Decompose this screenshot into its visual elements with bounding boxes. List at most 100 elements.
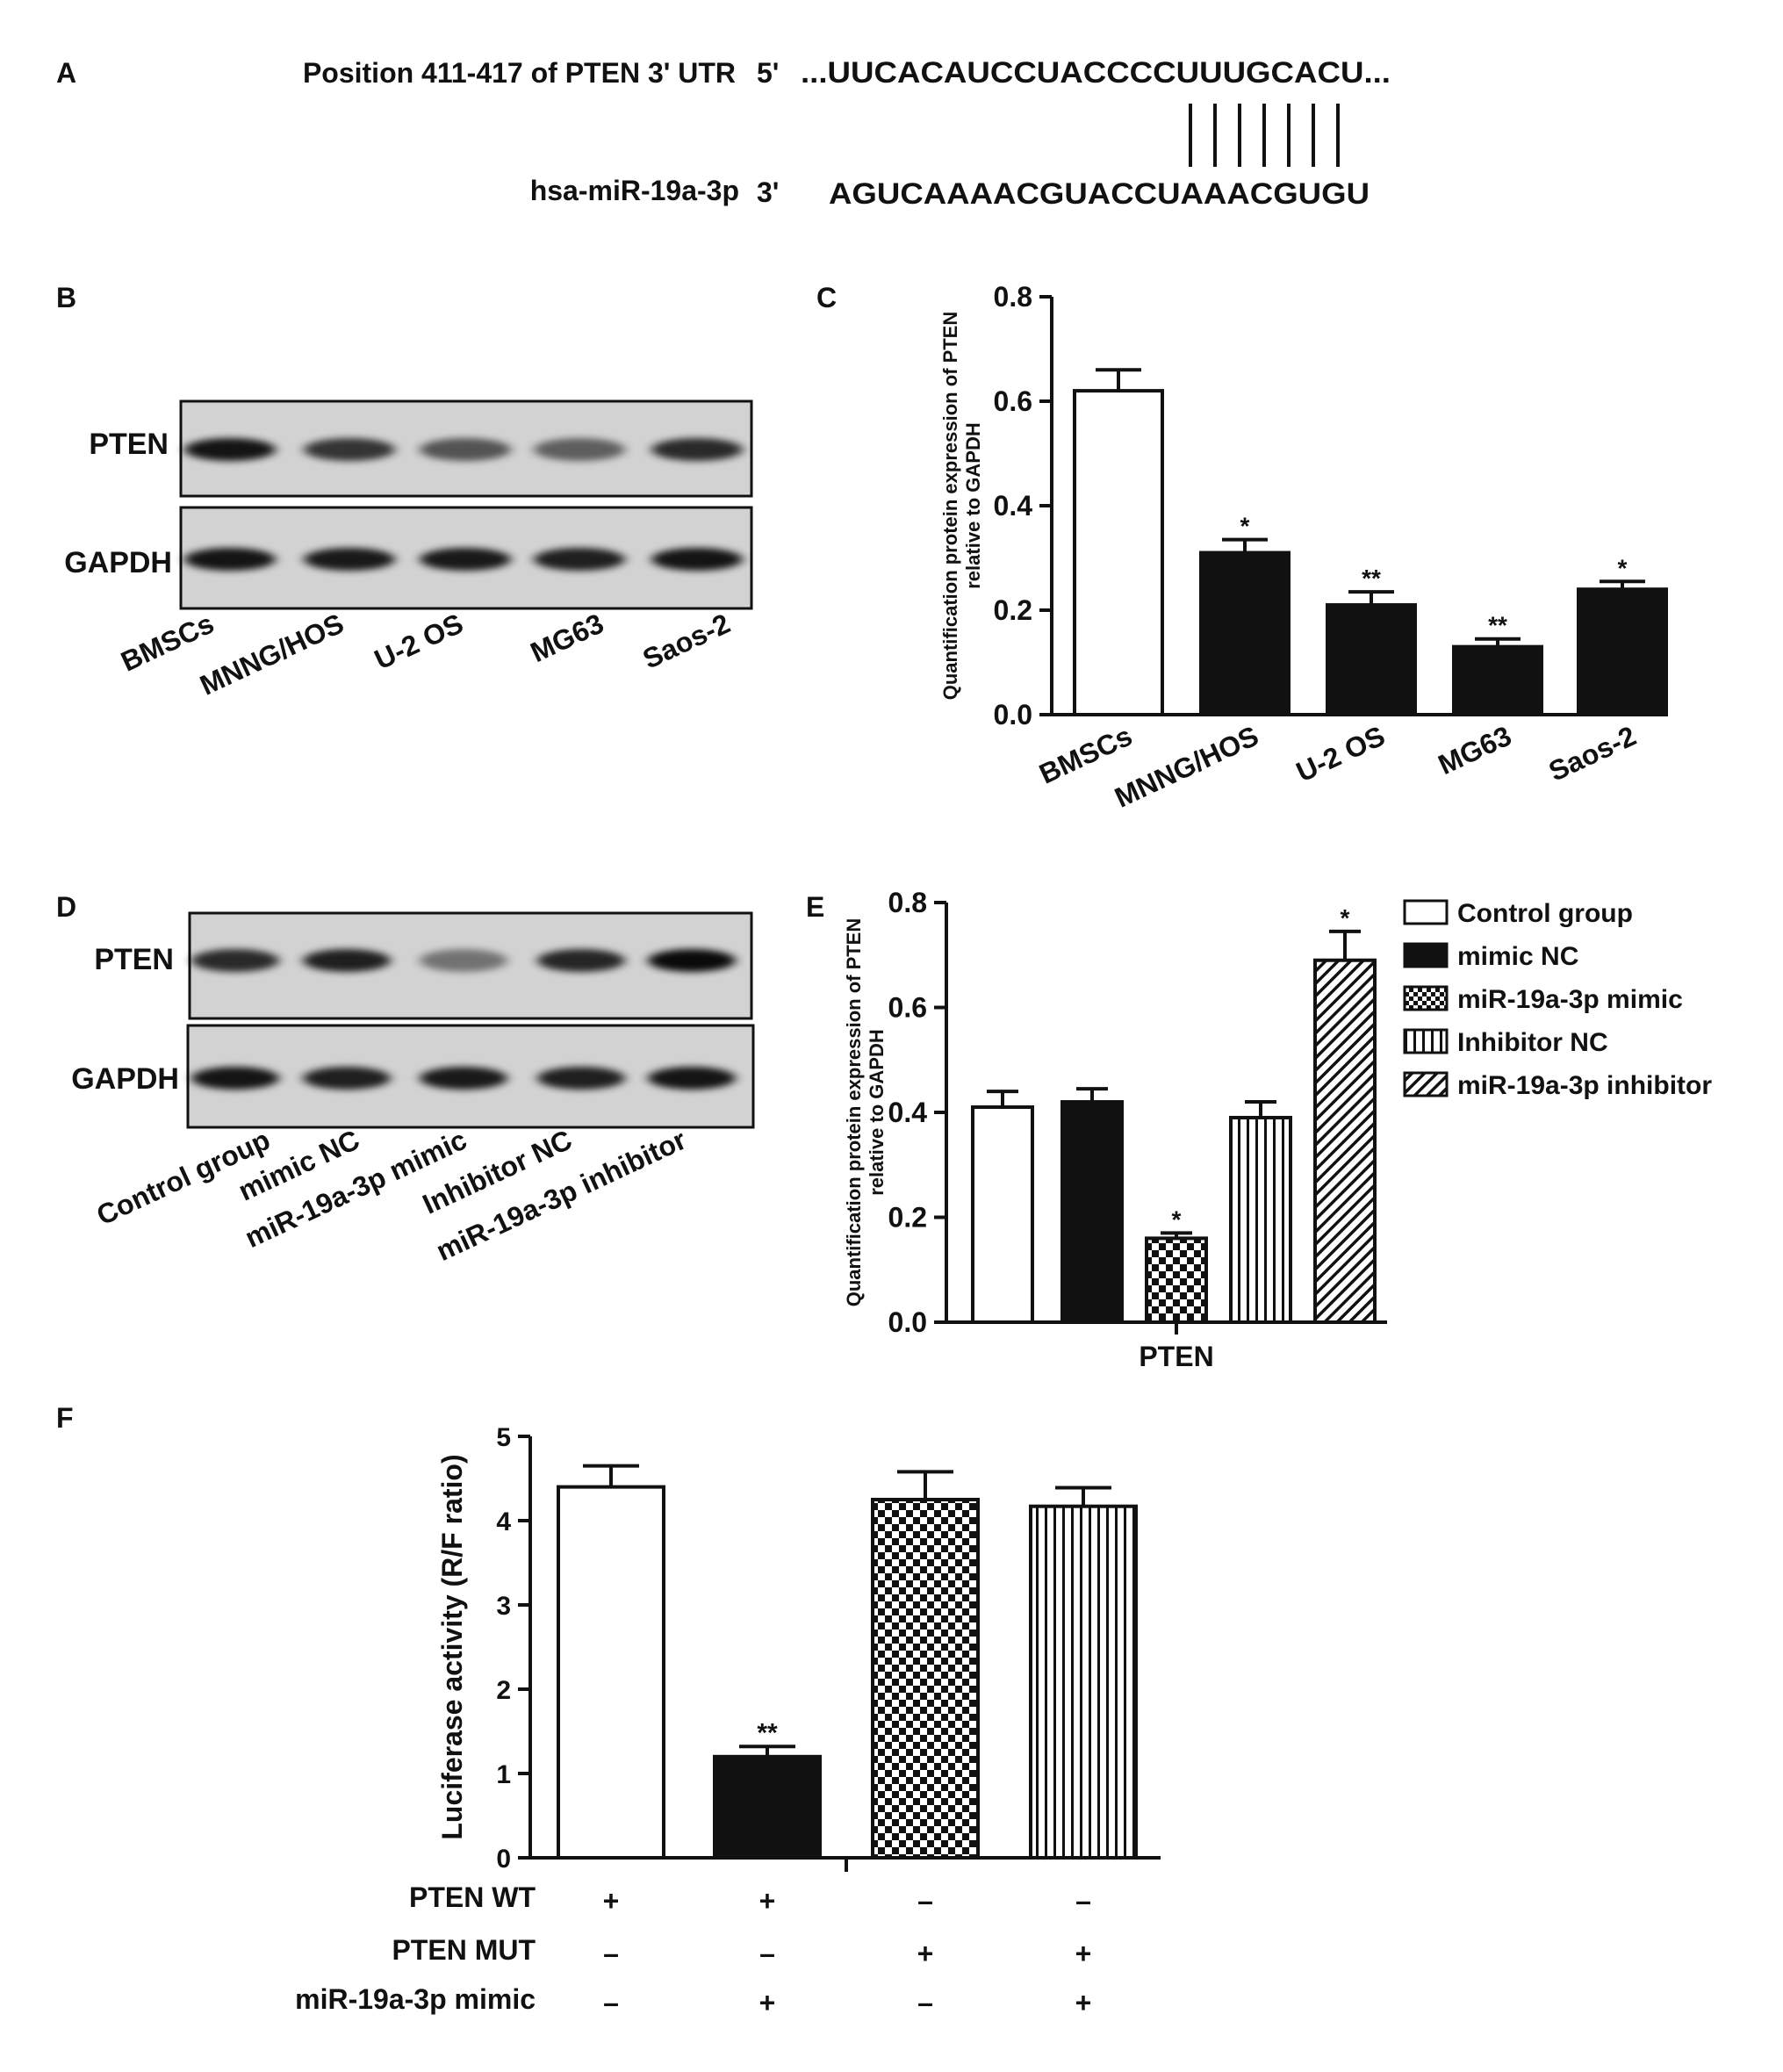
band-pten [184, 438, 276, 461]
blot-d-row-label-gapdh: GAPDH [71, 1062, 179, 1096]
blot-b-row-label-pten: PTEN [89, 428, 169, 461]
y-tick-label: 0.4 [994, 490, 1033, 522]
y-tick-label: 0.0 [888, 1306, 927, 1338]
utr-end: 5' [757, 57, 779, 89]
y-axis-label: relative to GAPDH [962, 422, 984, 589]
significance-label: * [1240, 513, 1250, 540]
y-axis-label: relative to GAPDH [866, 1029, 888, 1196]
condition-mark: + [759, 1885, 776, 1917]
y-tick-label: 5 [496, 1423, 511, 1452]
condition-mark: – [603, 1938, 619, 1969]
condition-mark: – [603, 1987, 619, 2018]
band-pten [304, 438, 395, 461]
x-tick-label: Saos-2 [1544, 720, 1641, 788]
blot-b-lane-label: MNNG/HOS [195, 608, 349, 701]
y-tick-label: 0.6 [888, 992, 927, 1024]
utr-label: Position 411-417 of PTEN 3' UTR [303, 57, 736, 89]
panel-letter-f: F [56, 1402, 74, 1434]
band-pten [534, 438, 625, 461]
blot-d-bands [191, 949, 736, 1090]
band-gapdh [648, 1067, 736, 1090]
mir-label: hsa-miR-19a-3p [530, 175, 739, 206]
panel-c: C 0.00.20.40.60.8******Quantification pr… [816, 281, 1668, 814]
x-tick-label: MNNG/HOS [1110, 720, 1263, 814]
band-gapdh [537, 1067, 625, 1090]
legend-label: Inhibitor NC [1457, 1028, 1608, 1057]
bar [1073, 389, 1164, 716]
blot-b-lane-labels: BMSCs MNNG/HOS U-2 OS MG63 Saos-2 [116, 608, 735, 701]
blot-b-lane-label: BMSCs [116, 608, 219, 678]
bar [1577, 587, 1668, 717]
band-gapdh [184, 548, 276, 571]
panel-letter-e: E [806, 891, 824, 923]
panel-letter-b: B [56, 282, 76, 313]
bar [713, 1754, 822, 1860]
band-pten [648, 949, 736, 972]
band-pten [537, 949, 625, 972]
blot-d-row-label-pten: PTEN [94, 943, 174, 976]
band-pten [191, 949, 279, 972]
chart-f: 0 1 2 3 4 5 ** Luciferase activity (R/F ratio) [436, 1423, 1161, 1874]
mir-sequence: AGUCAAAACGUACCUAAACGUGU [829, 177, 1370, 211]
bar [557, 1485, 665, 1860]
x-tick-label: U-2 OS [1291, 720, 1390, 788]
y-tick-label: 0.4 [888, 1097, 928, 1128]
y-tick-label: 0 [496, 1845, 511, 1874]
band-gapdh [420, 548, 511, 571]
y-tick-label: 0.8 [994, 281, 1032, 313]
condition-mark: + [759, 1987, 776, 2018]
x-axis-label: PTEN [1139, 1341, 1213, 1372]
mir-end: 3' [757, 176, 779, 208]
band-gapdh [651, 548, 743, 571]
significance-label: * [1618, 554, 1628, 581]
bar [1060, 1100, 1124, 1325]
bar [1326, 603, 1417, 716]
legend-label: miR-19a-3p mimic [1457, 985, 1683, 1014]
panel-e: E 0.0 0.2 0.4 0.6 0.8 * * Quantification protei… [806, 887, 1712, 1372]
panel-b: B PTEN GAPDH BMSCs MNNG/HOS U-2 OS MG63 … [56, 282, 753, 701]
legend-swatch [1403, 1071, 1449, 1097]
chart-c: 0.00.20.40.60.8******Quantification prot… [939, 281, 1668, 814]
bar [1145, 1236, 1208, 1325]
panel-f: F 0 1 2 3 4 5 ** Luciferase activity (R/F ratio… [56, 1402, 1161, 2018]
band-gapdh [420, 1067, 507, 1090]
bar [1452, 644, 1543, 717]
legend-swatch [1403, 1028, 1449, 1054]
condition-mark: – [917, 1885, 933, 1917]
significance-label: ** [1488, 612, 1507, 639]
panel-a: A Position 411-417 of PTEN 3' UTR 5' ...… [56, 56, 1391, 211]
significance-label: ** [757, 1718, 778, 1747]
band-gapdh [303, 1067, 391, 1090]
significance-label: * [1172, 1205, 1182, 1233]
y-tick-label: 2 [496, 1676, 511, 1705]
bar [1229, 1115, 1292, 1324]
band-gapdh [534, 548, 625, 571]
legend-swatch [1403, 942, 1449, 968]
condition-mark: + [1075, 1987, 1092, 2018]
legend-swatch [1403, 985, 1449, 1011]
chart-e: 0.0 0.2 0.4 0.6 0.8 * * Quantification protein … [843, 887, 1387, 1372]
condition-mark: + [603, 1885, 620, 1917]
band-gapdh [191, 1067, 279, 1090]
y-tick-label: 1 [496, 1760, 511, 1789]
bar [1313, 958, 1377, 1324]
blot-b-lane-label: MG63 [526, 608, 608, 668]
legend-label: miR-19a-3p inhibitor [1457, 1071, 1712, 1100]
blot-b-lane-label: Saos-2 [638, 608, 735, 675]
y-tick-label: 0.8 [888, 887, 927, 918]
panel-letter-d: D [56, 891, 76, 923]
y-tick-label: 0.6 [994, 385, 1032, 417]
y-tick-label: 0.0 [994, 699, 1032, 730]
bar [1029, 1504, 1138, 1860]
blot-d-lane-labels: Control group mimic NC miR-19a-3p mimic … [91, 1124, 691, 1267]
y-tick-label: 3 [496, 1592, 511, 1621]
significance-label: * [1341, 904, 1350, 932]
condition-row-label: PTEN WT [409, 1881, 536, 1913]
band-pten [420, 949, 507, 972]
y-tick-label: 0.2 [994, 594, 1032, 626]
bar [1199, 550, 1291, 716]
bar [871, 1498, 980, 1860]
blot-b-bands [184, 438, 743, 571]
y-tick-label: 4 [496, 1507, 511, 1536]
